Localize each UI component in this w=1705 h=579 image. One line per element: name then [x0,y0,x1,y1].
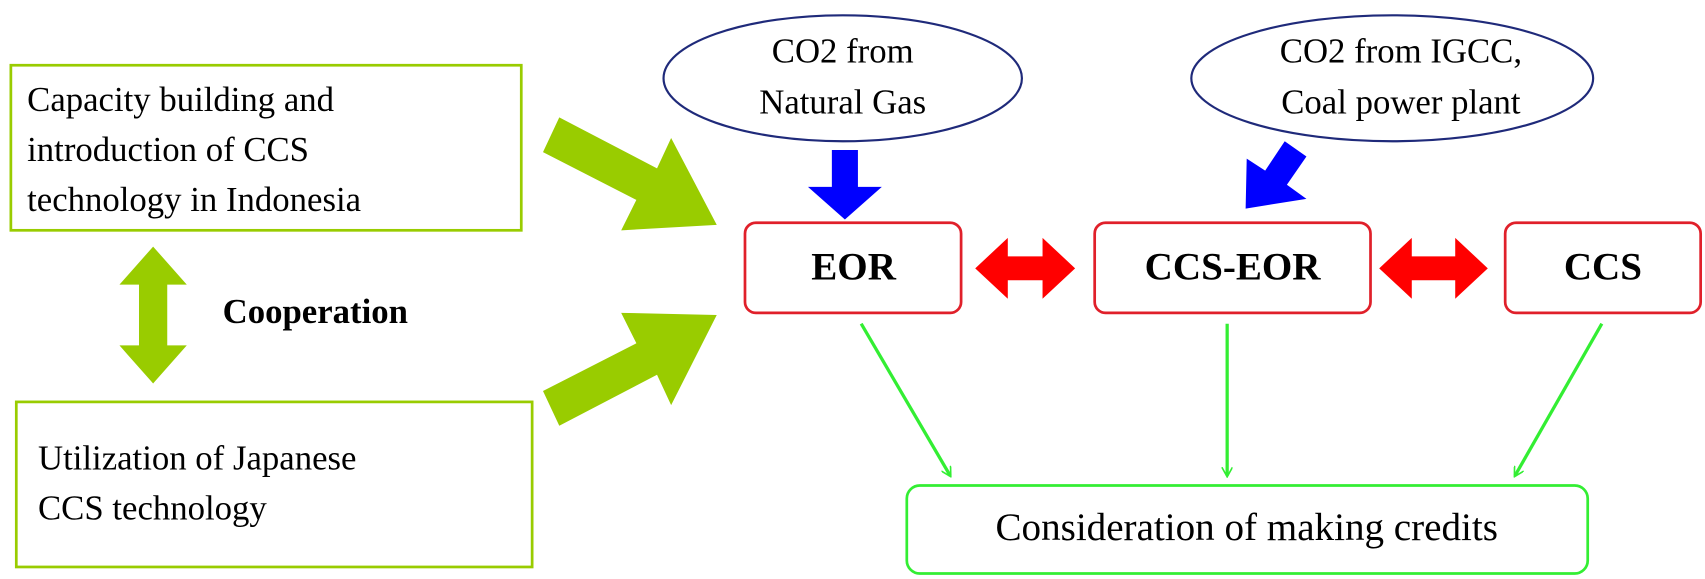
double-arrow [119,246,187,384]
arrow [542,117,717,231]
arrow [1245,141,1307,209]
box-text: technology in Indonesia [27,180,361,219]
arrow [542,312,717,426]
double-arrow [1379,237,1488,299]
box [9,63,523,232]
process-label: CCS-EOR [1145,245,1322,288]
cooperation-label: Cooperation [223,292,408,331]
process-box [1503,221,1703,315]
source [662,14,1023,143]
arrow [1513,322,1604,476]
double-arrow [975,237,1076,299]
source [1190,14,1595,143]
process-label: CCS [1564,245,1642,288]
outcome-box [905,484,1590,575]
source-text: CO2 from IGCC, [1280,31,1522,70]
source-text: CO2 from [772,31,914,70]
process-box [1093,221,1372,315]
box-text: CCS technology [38,489,267,528]
source-text: Natural Gas [759,82,926,121]
process-box [743,221,963,315]
box-text: Utilization of Japanese [38,439,356,478]
process-label: EOR [811,245,896,288]
arrow [859,322,952,476]
arrow [807,149,882,220]
outcome-label: Consideration of making credits [995,506,1497,549]
box-text: introduction of CCS [27,130,309,169]
source-text: Coal power plant [1281,82,1521,121]
box-text: Capacity building and [27,80,334,119]
box [14,400,534,569]
